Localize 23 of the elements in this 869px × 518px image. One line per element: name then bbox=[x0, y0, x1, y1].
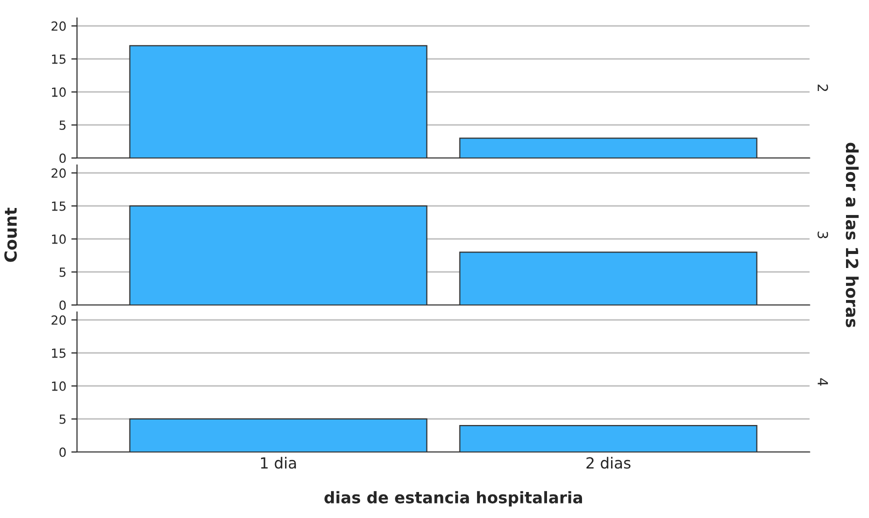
y-tick-label: 20 bbox=[52, 168, 66, 178]
text: 3 bbox=[818, 232, 828, 238]
y-tick-label: 10 bbox=[52, 381, 66, 391]
y-tick-label: 5 bbox=[60, 414, 66, 424]
x-tick-label: 1 dia bbox=[261, 456, 296, 469]
x-axis-title: dias de estancia hospitalaria bbox=[324, 491, 582, 507]
y-tick-label: 0 bbox=[59, 300, 66, 310]
text: 4 bbox=[818, 378, 828, 386]
x-tick-label: 2 dias bbox=[586, 456, 630, 469]
y-tick-label: 20 bbox=[52, 21, 66, 31]
y-tick-label: 10 bbox=[52, 234, 66, 244]
y-tick-label: 5 bbox=[60, 268, 66, 277]
y-tick-label: 15 bbox=[52, 54, 66, 64]
y-tick-label: 15 bbox=[52, 348, 66, 358]
y-tick-label: 20 bbox=[52, 315, 66, 325]
text: 2 bbox=[818, 84, 828, 92]
y-tick-label: 10 bbox=[52, 87, 66, 97]
y-axis-title: Count bbox=[4, 208, 17, 262]
y-tick-label: 15 bbox=[52, 202, 66, 211]
text: dolor a las 12 horas bbox=[846, 142, 859, 328]
y-tick-label: 0 bbox=[59, 153, 66, 163]
y-tick-label: 0 bbox=[59, 447, 66, 457]
y-tick-label: 5 bbox=[60, 120, 66, 130]
